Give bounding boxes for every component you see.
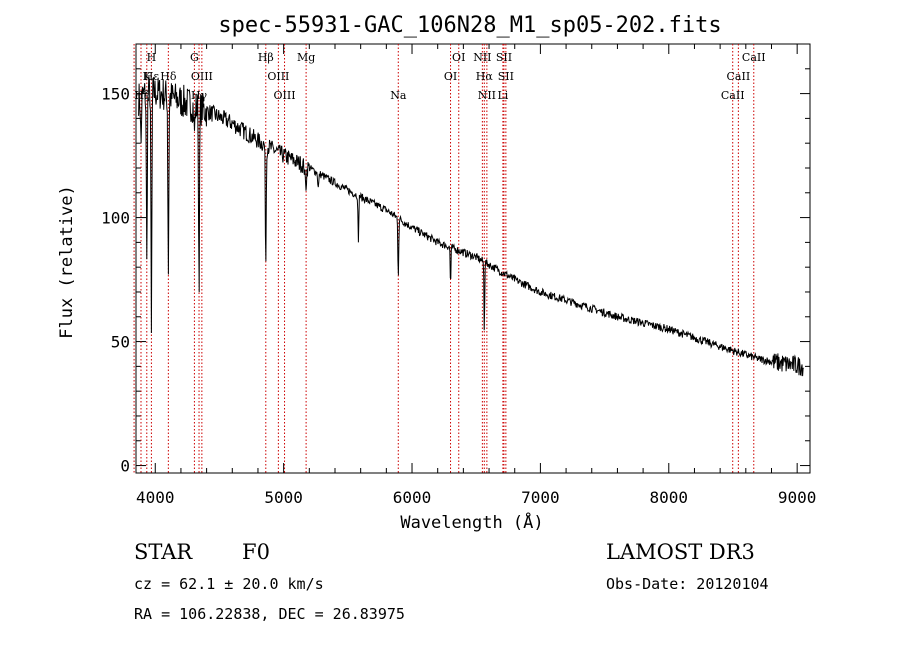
x-tick-label: 7000 <box>521 488 560 507</box>
line-label-na: Na <box>390 89 407 102</box>
line-label-hγ: Hγ <box>191 89 208 102</box>
line-label-oi: OI <box>452 51 465 64</box>
line-label-caii: CaII <box>721 89 745 102</box>
line-label-caii: CaII <box>742 51 766 64</box>
line-label-hβ: Hβ <box>258 51 274 64</box>
line-label-k: K <box>143 70 152 83</box>
line-label-g: G <box>190 51 199 64</box>
x-tick-label: 4000 <box>136 488 175 507</box>
plot-frame <box>135 43 811 474</box>
coordinates: RA = 106.22838, DEC = 26.83975 <box>134 605 405 623</box>
line-label-oi: OI <box>444 70 457 83</box>
spectrum-line <box>138 76 804 377</box>
axis-ticks: 4000 5000 6000 7000 8000 9000 0 50 100 150 <box>101 43 817 507</box>
line-label-li: Li <box>497 89 508 102</box>
object-class: STAR <box>134 540 193 564</box>
line-label-hε: Hε <box>144 70 160 83</box>
redshift-velocity: cz = 62.1 ± 20.0 km/s <box>134 575 324 593</box>
survey-name: LAMOST DR3 <box>606 540 755 564</box>
x-tick-label: 9000 <box>778 488 817 507</box>
chart-title: spec-55931-GAC_106N28_M1_sp05-202.fits <box>218 13 721 38</box>
line-label-nii: NII <box>473 51 491 64</box>
line-label-h: H <box>147 51 157 64</box>
line-label-hα: Hα <box>476 70 494 83</box>
line-label-mg: Mg <box>297 51 315 64</box>
y-axis-label: Flux (relative) <box>57 185 77 339</box>
line-label-sii: SII <box>498 70 514 83</box>
x-tick-label: 8000 <box>650 488 689 507</box>
line-label-oiii: OIII <box>191 70 213 83</box>
line-label-hδ: Hδ <box>160 70 177 83</box>
line-marker-group <box>133 44 755 473</box>
y-tick-label: 0 <box>120 457 130 476</box>
x-tick-label: 5000 <box>264 488 303 507</box>
spectral-subclass: F0 <box>242 540 270 564</box>
line-label-nii: NII <box>478 89 496 102</box>
line-label-oiii: OIII <box>267 70 289 83</box>
x-tick-label: 6000 <box>393 488 432 507</box>
y-tick-label: 150 <box>101 85 130 104</box>
y-tick-label: 50 <box>111 333 130 352</box>
observation-date: Obs-Date: 20120104 <box>606 575 769 593</box>
line-label-sii: SII <box>496 51 512 64</box>
line-label-caii: CaII <box>727 70 751 83</box>
x-axis-label: Wavelength (Å) <box>400 511 543 533</box>
y-tick-label: 100 <box>101 209 130 228</box>
line-label-oiii: OIII <box>274 89 296 102</box>
